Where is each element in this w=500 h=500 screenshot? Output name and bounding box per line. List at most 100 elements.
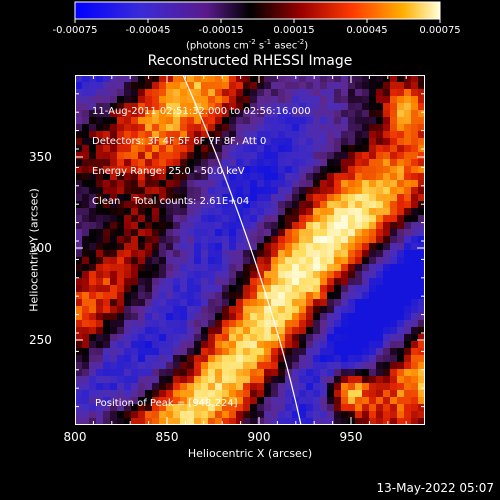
image-pixel [383,278,390,285]
image-pixel [187,362,194,369]
image-pixel [96,411,103,418]
image-pixel [215,355,222,362]
image-pixel [96,89,103,96]
image-pixel [236,194,243,201]
image-pixel [96,334,103,341]
image-pixel [264,278,271,285]
image-pixel [383,383,390,390]
image-pixel [222,355,229,362]
image-pixel [341,355,348,362]
image-pixel [110,418,117,425]
image-pixel [166,257,173,264]
image-pixel [257,103,264,110]
image-pixel [82,131,89,138]
image-pixel [145,257,152,264]
image-pixel [348,376,355,383]
image-pixel [145,411,152,418]
image-pixel [215,320,222,327]
image-pixel [362,180,369,187]
image-pixel [390,75,397,82]
image-pixel [180,243,187,250]
image-pixel [243,159,250,166]
image-pixel [390,369,397,376]
image-pixel [138,103,145,110]
image-pixel [397,264,404,271]
image-pixel [173,250,180,257]
image-pixel [208,341,215,348]
image-pixel [187,243,194,250]
image-pixel [243,222,250,229]
image-pixel [362,250,369,257]
image-pixel [299,194,306,201]
image-pixel [243,397,250,404]
image-pixel [194,383,201,390]
image-pixel [390,257,397,264]
image-pixel [341,222,348,229]
image-pixel [117,411,124,418]
image-pixel [313,264,320,271]
image-pixel [208,383,215,390]
image-pixel [117,334,124,341]
image-pixel [180,278,187,285]
image-pixel [376,173,383,180]
image-pixel [341,138,348,145]
image-pixel [264,327,271,334]
image-pixel [250,320,257,327]
image-pixel [313,180,320,187]
image-pixel [285,194,292,201]
image-pixel [271,180,278,187]
image-pixel [278,341,285,348]
image-pixel [145,264,152,271]
image-pixel [166,159,173,166]
image-pixel [180,82,187,89]
image-pixel [271,152,278,159]
image-pixel [250,222,257,229]
image-pixel [327,180,334,187]
image-pixel [124,383,131,390]
image-pixel [159,152,166,159]
image-pixel [327,89,334,96]
image-pixel [229,222,236,229]
colorbar-tick: -0.00075 [52,25,98,36]
image-pixel [390,229,397,236]
image-pixel [320,229,327,236]
image-pixel [264,264,271,271]
image-pixel [327,285,334,292]
image-pixel [257,229,264,236]
image-pixel [257,285,264,292]
image-pixel [278,404,285,411]
image-pixel [278,285,285,292]
image-pixel [236,82,243,89]
image-pixel [285,355,292,362]
image-pixel [250,369,257,376]
image-pixel [243,264,250,271]
image-pixel [166,299,173,306]
image-pixel [131,299,138,306]
image-pixel [229,376,236,383]
image-pixel [152,131,159,138]
image-pixel [208,89,215,96]
image-pixel [383,348,390,355]
image-pixel [348,355,355,362]
image-pixel [257,299,264,306]
image-pixel [341,292,348,299]
image-pixel [82,320,89,327]
image-pixel [348,292,355,299]
image-pixel [187,334,194,341]
image-pixel [194,194,201,201]
image-pixel [222,229,229,236]
image-pixel [404,180,411,187]
image-pixel [159,292,166,299]
image-pixel [131,355,138,362]
image-pixel [89,131,96,138]
image-pixel [145,82,152,89]
image-pixel [411,327,418,334]
image-pixel [390,404,397,411]
image-pixel [229,138,236,145]
image-pixel [383,89,390,96]
image-pixel [285,264,292,271]
image-pixel [208,173,215,180]
image-pixel [306,390,313,397]
image-pixel [292,229,299,236]
image-pixel [103,96,110,103]
